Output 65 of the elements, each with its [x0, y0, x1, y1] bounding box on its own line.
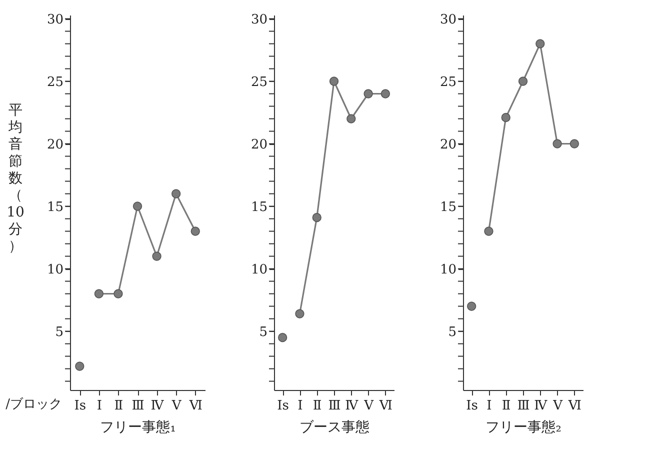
y-tick-label: 10	[250, 262, 268, 278]
y-tick-label: 10	[46, 262, 64, 278]
y-tick-label: 30	[46, 12, 64, 28]
point	[295, 309, 304, 318]
x-tick-label: Ⅱ	[312, 398, 322, 414]
x-tick-label: Ⅰs	[466, 398, 478, 414]
x-tick-label: Ⅱ	[502, 398, 511, 414]
x-tick-label: Ⅰ	[486, 398, 492, 414]
text: 平均音節数（10分）	[6, 102, 24, 254]
point	[380, 89, 390, 98]
y-tick-label: 30	[250, 12, 268, 28]
y-tick-label: 5	[55, 324, 64, 340]
x-tick-label: Ⅰs	[277, 398, 289, 414]
y-tick-label: 5	[448, 324, 456, 340]
x-tick-label: Ⅰ	[298, 398, 303, 414]
point	[132, 202, 142, 211]
point	[278, 332, 288, 342]
x-axis-title: フリー事態₂	[486, 420, 562, 436]
x-tick-label: Ⅰ	[96, 398, 102, 414]
point	[484, 226, 494, 236]
y-tick-label: 25	[440, 74, 456, 90]
x-tick-label: Ⅱ	[114, 398, 124, 414]
point	[552, 139, 562, 148]
y-tick-label: 30	[440, 12, 456, 28]
y-tick-label: 15	[440, 200, 456, 215]
point	[570, 139, 580, 148]
y-tick-label: 15	[46, 200, 64, 215]
x-tick-label: Ⅳ	[534, 398, 548, 414]
point	[329, 76, 339, 86]
y-tick-label: 20	[46, 137, 64, 152]
point	[346, 114, 356, 124]
x-tick-label: Ⅳ	[345, 398, 360, 414]
point	[152, 252, 162, 261]
point	[114, 289, 123, 298]
x-tick-label: Ⅳ	[150, 398, 165, 414]
x-tick-label: Ⅴ	[552, 398, 564, 414]
x-tick-label: Ⅰs	[74, 398, 86, 414]
point	[171, 189, 181, 198]
x-axis-title: ブース事態	[300, 420, 370, 436]
point	[501, 112, 510, 122]
x-tick-label: Ⅴ	[363, 398, 374, 414]
point	[466, 302, 476, 311]
text: /ブロック	[6, 397, 62, 412]
x-tick-label: Ⅲ	[517, 398, 530, 414]
point	[518, 76, 528, 86]
point	[536, 39, 545, 48]
point	[190, 226, 200, 236]
point	[94, 289, 104, 298]
y-tick-label: 5	[259, 324, 268, 340]
point	[75, 362, 84, 371]
x-tick-label: Ⅵ	[188, 398, 202, 414]
y-tick-label: 20	[250, 137, 268, 152]
x-tick-label: Ⅲ	[132, 398, 144, 414]
point	[312, 212, 322, 222]
x-tick-label: Ⅵ	[378, 398, 392, 414]
x-axis-title: フリー事態₁	[100, 420, 176, 436]
y-tick-label: 25	[46, 74, 64, 90]
y-tick-label: 20	[440, 137, 456, 152]
y-tick-label: 25	[250, 74, 268, 90]
y-tick-label: 15	[250, 200, 268, 215]
x-tick-label: Ⅴ	[170, 398, 182, 414]
x-tick-label: Ⅲ	[328, 398, 341, 414]
x-tick-label: Ⅵ	[567, 398, 582, 414]
y-tick-label: 10	[440, 262, 456, 278]
point	[364, 89, 373, 98]
